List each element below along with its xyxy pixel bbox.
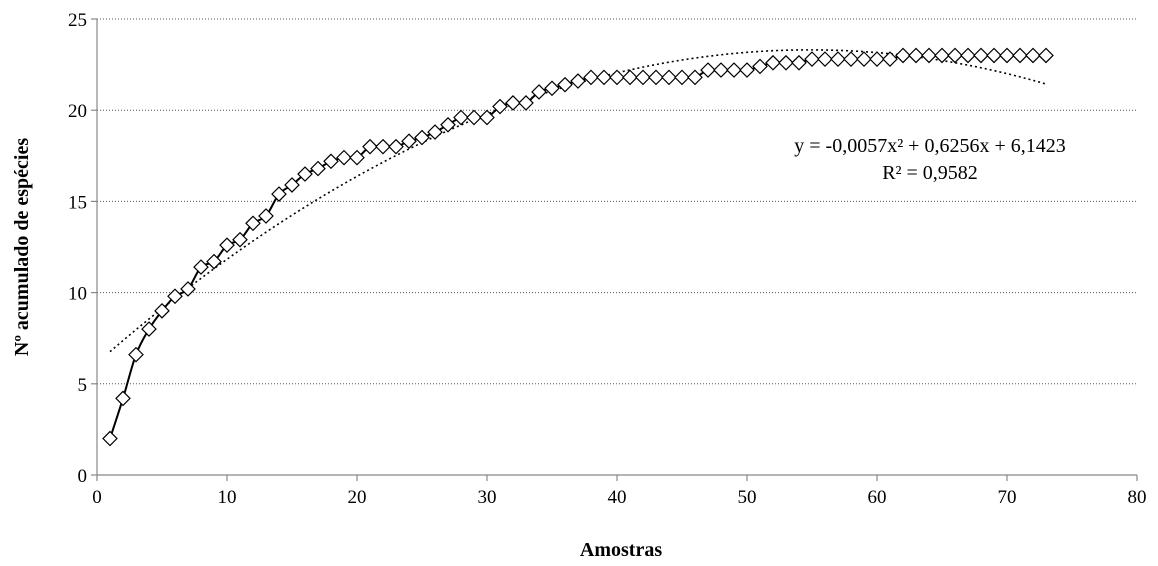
y-tick-label: 20 xyxy=(68,101,87,122)
axes xyxy=(91,18,1138,481)
data-point-marker xyxy=(1012,47,1028,64)
data-point-marker xyxy=(570,73,586,89)
data-point-marker xyxy=(856,51,872,67)
x-tick-label: 20 xyxy=(348,487,367,508)
data-point-marker xyxy=(752,58,768,75)
data-markers xyxy=(102,47,1054,447)
data-point-marker xyxy=(713,62,729,78)
data-point-marker xyxy=(817,51,833,67)
data-point-marker xyxy=(102,430,118,447)
accumulation-line xyxy=(109,54,1046,439)
x-tick-label: 10 xyxy=(218,487,237,508)
data-point-marker xyxy=(336,149,352,166)
data-point-marker xyxy=(245,215,261,232)
gridlines xyxy=(97,18,1137,385)
data-point-marker xyxy=(804,51,820,67)
data-point-marker xyxy=(596,69,612,86)
data-point-marker xyxy=(401,133,417,150)
data-point-marker xyxy=(700,62,716,78)
data-point-marker xyxy=(635,69,651,86)
data-point-marker xyxy=(167,288,183,305)
data-point-marker xyxy=(921,47,937,64)
y-axis-title: Nº acumulado de espécies xyxy=(11,138,33,356)
x-tick-label: 60 xyxy=(868,487,887,508)
y-tick-label: 25 xyxy=(68,10,87,31)
y-tick-label: 0 xyxy=(78,466,88,487)
y-tick-label: 5 xyxy=(78,375,88,396)
data-point-marker xyxy=(219,237,235,254)
y-tick-label: 15 xyxy=(68,192,87,213)
data-point-marker xyxy=(960,47,976,64)
data-point-marker xyxy=(778,54,794,71)
x-tick-label: 70 xyxy=(998,487,1017,508)
data-point-marker xyxy=(375,138,391,155)
data-point-marker xyxy=(648,69,664,86)
data-point-marker xyxy=(492,98,508,115)
data-point-marker xyxy=(323,153,339,170)
data-point-marker xyxy=(934,47,950,64)
data-point-marker xyxy=(726,62,742,78)
data-point-marker xyxy=(193,259,209,275)
data-point-marker xyxy=(232,231,248,248)
data-point-marker xyxy=(869,51,885,67)
data-point-marker xyxy=(895,47,911,64)
x-tick-label: 80 xyxy=(1128,487,1147,508)
data-point-marker xyxy=(622,69,638,86)
trendline-equation: y = -0,0057x² + 0,6256x + 6,1423 xyxy=(794,135,1066,157)
data-point-marker xyxy=(830,51,846,67)
data-point-marker xyxy=(284,177,300,193)
trendline-r-squared: R² = 0,9582 xyxy=(882,162,978,184)
data-point-marker xyxy=(1025,47,1041,64)
data-point-marker xyxy=(362,138,378,155)
data-point-marker xyxy=(349,149,365,166)
data-point-marker xyxy=(973,47,989,64)
x-tick-label: 0 xyxy=(92,487,102,508)
y-tick-label: 10 xyxy=(68,284,87,305)
data-point-marker xyxy=(440,116,456,133)
data-point-marker xyxy=(843,51,859,67)
x-tick-label: 40 xyxy=(608,487,627,508)
data-point-marker xyxy=(999,47,1015,64)
polynomial-trendline xyxy=(109,49,1047,353)
data-point-marker xyxy=(258,208,274,224)
data-point-marker xyxy=(882,51,898,67)
data-point-marker xyxy=(453,109,469,126)
data-point-marker xyxy=(531,84,547,100)
data-point-marker xyxy=(947,47,963,64)
data-point-marker xyxy=(609,69,625,86)
data-point-marker xyxy=(141,321,157,337)
data-point-marker xyxy=(674,69,690,86)
data-point-marker xyxy=(206,253,222,270)
data-point-marker xyxy=(661,69,677,86)
data-point-marker xyxy=(180,281,196,297)
data-point-marker xyxy=(388,138,404,155)
data-point-marker xyxy=(908,47,924,64)
data-point-marker xyxy=(505,95,521,111)
data-point-marker xyxy=(128,346,144,363)
data-point-marker xyxy=(414,129,430,146)
data-point-marker xyxy=(297,166,313,182)
data-point-marker xyxy=(544,80,560,97)
tick-labels: 0 5 10 15 20 25 0 10 20 30 40 50 60 70 80 xyxy=(68,10,1147,508)
data-point-marker xyxy=(310,160,326,177)
data-point-marker xyxy=(271,186,287,202)
data-point-marker xyxy=(1038,47,1054,64)
data-point-marker xyxy=(479,109,495,126)
data-point-marker xyxy=(739,62,755,78)
data-point-marker xyxy=(427,124,443,140)
x-tick-label: 50 xyxy=(738,487,757,508)
data-point-marker xyxy=(466,109,482,126)
data-point-marker xyxy=(583,69,599,86)
x-axis-title: Amostras xyxy=(580,539,662,561)
data-point-marker xyxy=(557,76,573,93)
x-tick-label: 30 xyxy=(478,487,497,508)
data-point-marker xyxy=(154,302,170,319)
data-point-marker xyxy=(791,54,807,71)
data-point-marker xyxy=(687,69,703,86)
data-point-marker xyxy=(518,95,534,111)
data-point-marker xyxy=(765,54,781,71)
data-point-marker xyxy=(115,390,131,407)
data-point-marker xyxy=(986,47,1002,64)
